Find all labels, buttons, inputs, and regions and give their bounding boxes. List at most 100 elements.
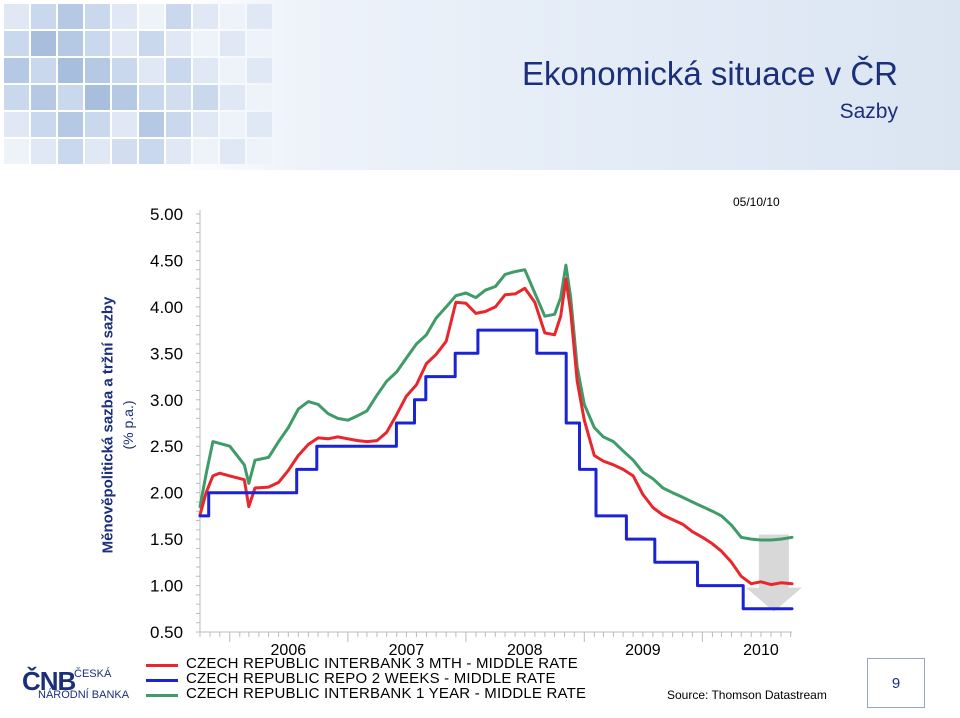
header-mosaic — [4, 4, 272, 164]
source-note: Source: Thomson Datastream — [667, 688, 827, 702]
mosaic-tile — [166, 4, 191, 29]
legend-swatch-repo-2w — [146, 679, 178, 682]
y-tick-label: 1.50 — [150, 530, 183, 549]
page-title: Ekonomická situace v ČR — [522, 55, 898, 92]
mosaic-tile — [31, 112, 56, 137]
y-tick-label: 3.00 — [150, 391, 183, 410]
mosaic-tile — [220, 112, 245, 137]
mosaic-tile — [58, 139, 83, 164]
mosaic-tile — [31, 31, 56, 56]
logo-mark: ČNB — [22, 666, 76, 696]
mosaic-tile — [58, 112, 83, 137]
mosaic-tile — [58, 58, 83, 83]
page-number-box: 9 — [867, 658, 925, 708]
x-tick-label: 2006 — [271, 642, 307, 659]
y-tick-label: 3.50 — [150, 344, 183, 363]
y-tick-label: 1.00 — [150, 577, 183, 596]
mosaic-tile — [139, 139, 164, 164]
date-label: 05/10/10 — [733, 195, 780, 209]
cnb-logo: ČNB ČESKÁ NÁRODNÍ BANKA — [22, 666, 132, 706]
mosaic-tile — [139, 4, 164, 29]
mosaic-tile — [193, 58, 218, 83]
chart-axes: 0.50 1.00 1.50 2.00 2.50 3.00 3.50 4.00 4.50 5.00… — [150, 205, 792, 659]
x-tick-label: 2007 — [389, 642, 425, 659]
mosaic-tile — [247, 31, 272, 56]
mosaic-tile — [220, 4, 245, 29]
y-tick-label: 5.00 — [150, 205, 183, 224]
mosaic-tile — [85, 58, 110, 83]
mosaic-tile — [166, 85, 191, 110]
mosaic-tile — [58, 85, 83, 110]
legend-swatch-interbank-3m — [146, 664, 178, 667]
mosaic-tile — [112, 4, 137, 29]
mosaic-tile — [4, 58, 29, 83]
mosaic-tile — [166, 31, 191, 56]
mosaic-tile — [31, 139, 56, 164]
mosaic-tile — [220, 85, 245, 110]
mosaic-tile — [247, 4, 272, 29]
mosaic-tile — [4, 31, 29, 56]
mosaic-tile — [4, 139, 29, 164]
y-tick-label: 0.50 — [150, 623, 183, 642]
mosaic-tile — [166, 139, 191, 164]
logo-text-line1: ČESKÁ — [74, 668, 112, 680]
mosaic-tile — [85, 31, 110, 56]
mosaic-tile — [4, 112, 29, 137]
mosaic-tile — [139, 85, 164, 110]
page-subtitle: Sazby — [839, 100, 898, 123]
mosaic-tile — [85, 112, 110, 137]
mosaic-tile — [247, 85, 272, 110]
mosaic-tile — [193, 85, 218, 110]
legend-label-repo-2w: CZECH REPUBLIC REPO 2 WEEKS - MIDDLE RAT… — [186, 670, 556, 687]
mosaic-tile — [31, 58, 56, 83]
mosaic-tile — [58, 4, 83, 29]
mosaic-tile — [85, 85, 110, 110]
line-interbank-1y — [198, 263, 794, 542]
mosaic-tile — [220, 139, 245, 164]
x-tick-label: 2008 — [507, 642, 543, 659]
logo-text-line2: NÁRODNÍ BANKA — [38, 689, 130, 701]
mosaic-tile — [247, 112, 272, 137]
mosaic-tile — [4, 4, 29, 29]
decline-arrow — [745, 534, 802, 612]
mosaic-tile — [166, 58, 191, 83]
mosaic-tile — [31, 85, 56, 110]
mosaic-tile — [139, 31, 164, 56]
y-tick-label: 2.50 — [150, 437, 183, 456]
mosaic-tile — [112, 139, 137, 164]
y-tick-label: 4.00 — [150, 298, 183, 317]
legend-swatch-interbank-1y — [146, 694, 178, 697]
mosaic-tile — [139, 58, 164, 83]
x-tick-label: 2009 — [625, 642, 661, 659]
y-tick-label: 2.00 — [150, 484, 183, 503]
mosaic-tile — [85, 139, 110, 164]
mosaic-tile — [112, 112, 137, 137]
mosaic-tile — [193, 4, 218, 29]
page-number: 9 — [891, 675, 901, 692]
mosaic-tile — [85, 4, 110, 29]
decline-arrow-shape — [745, 534, 802, 612]
x-tick-label: 2010 — [743, 642, 779, 659]
mosaic-tile — [193, 112, 218, 137]
mosaic-tile — [4, 85, 29, 110]
mosaic-tile — [112, 85, 137, 110]
mosaic-tile — [247, 139, 272, 164]
legend-label-interbank-3m: CZECH REPUBLIC INTERBANK 3 MTH - MIDDLE … — [186, 655, 578, 672]
mosaic-tile — [220, 31, 245, 56]
mosaic-tile — [193, 31, 218, 56]
mosaic-tile — [58, 31, 83, 56]
mosaic-tile — [112, 31, 137, 56]
mosaic-tile — [139, 112, 164, 137]
mosaic-tile — [220, 58, 245, 83]
mosaic-tile — [247, 58, 272, 83]
legend-label-interbank-1y: CZECH REPUBLIC INTERBANK 1 YEAR - MIDDLE… — [186, 685, 587, 702]
mosaic-tile — [193, 139, 218, 164]
chart-series — [198, 263, 794, 611]
mosaic-tile — [112, 58, 137, 83]
mosaic-tile — [166, 112, 191, 137]
y-tick-label: 4.50 — [150, 251, 183, 270]
line-repo-2w — [198, 328, 794, 611]
line-interbank-3m — [198, 277, 794, 587]
mosaic-tile — [31, 4, 56, 29]
